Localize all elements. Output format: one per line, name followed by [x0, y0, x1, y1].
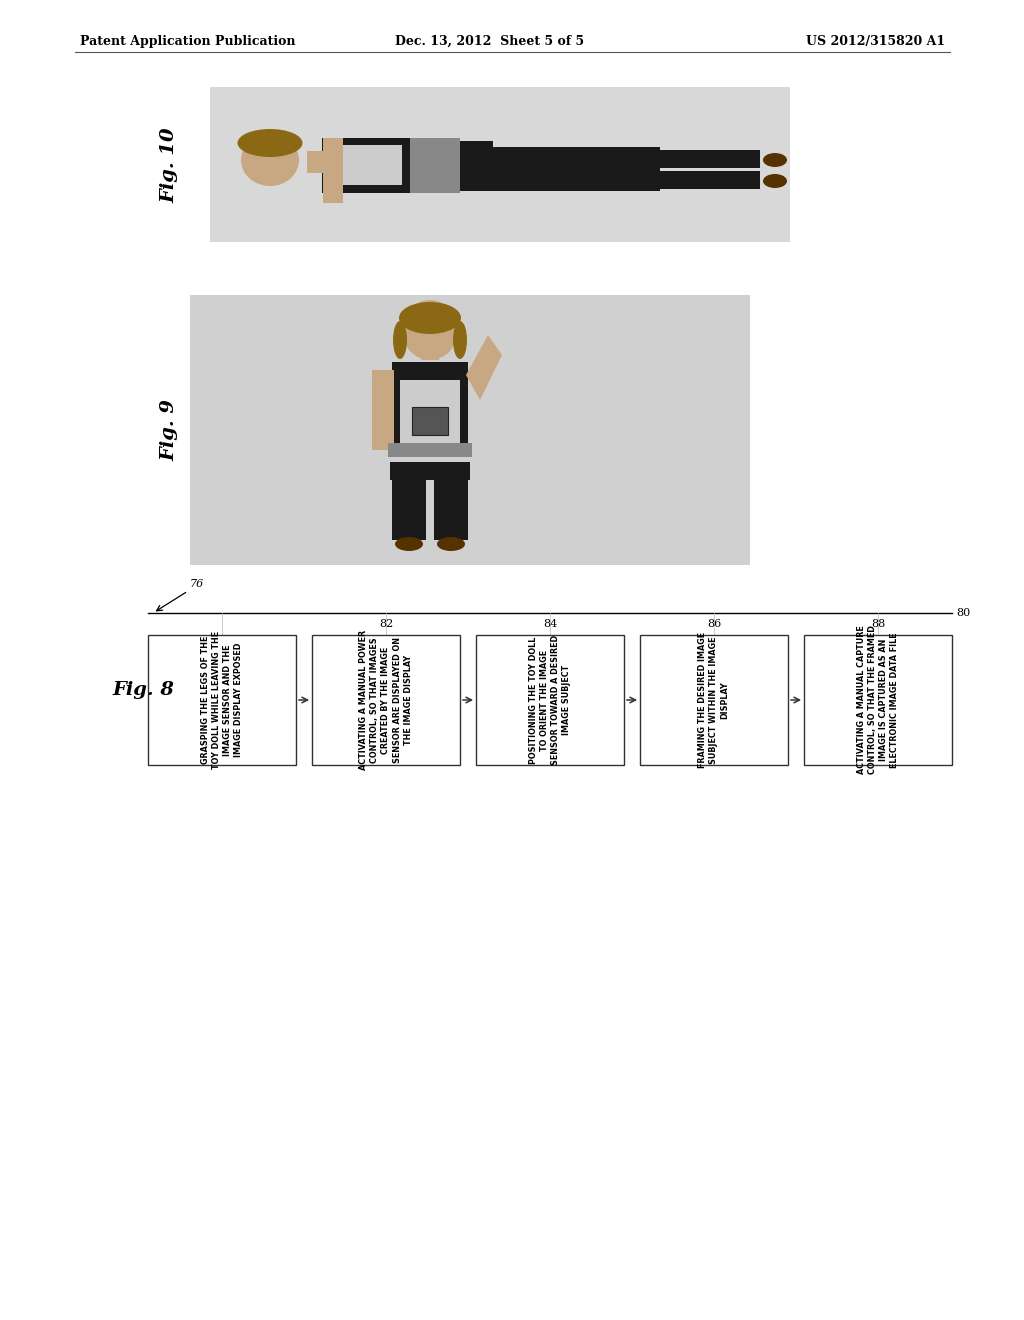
- Text: FRAMING THE DESIRED IMAGE
SUBJECT WITHIN THE IMAGE
DISPLAY: FRAMING THE DESIRED IMAGE SUBJECT WITHIN…: [698, 632, 729, 768]
- Ellipse shape: [763, 174, 787, 187]
- Bar: [392, 362, 468, 455]
- Text: Fig. 10: Fig. 10: [160, 127, 178, 203]
- Bar: [392, 467, 426, 540]
- Bar: [660, 150, 760, 168]
- Bar: [490, 169, 660, 191]
- Text: 82: 82: [379, 619, 393, 630]
- Bar: [660, 172, 760, 189]
- Bar: [410, 139, 460, 193]
- Text: 84: 84: [543, 619, 557, 630]
- Bar: [312, 635, 460, 766]
- Text: 86: 86: [707, 619, 721, 630]
- Bar: [190, 294, 750, 565]
- Text: ACTIVATING A MANUAL POWER
CONTROL, SO THAT IMAGES
CREATED BY THE IMAGE
SENSOR AR: ACTIVATING A MANUAL POWER CONTROL, SO TH…: [359, 630, 413, 770]
- Text: ACTIVATING A MANUAL CAPTURE
CONTROL, SO THAT THE FRAMED
IMAGE IS CAPTURED AS AN
: ACTIVATING A MANUAL CAPTURE CONTROL, SO …: [857, 626, 899, 775]
- Ellipse shape: [763, 153, 787, 168]
- Bar: [323, 139, 343, 203]
- Bar: [390, 462, 470, 480]
- Bar: [148, 635, 296, 766]
- Text: GRASPING THE LEGS OF THE
TOY DOLL WHILE LEAVING THE
IMAGE SENSOR AND THE
IMAGE D: GRASPING THE LEGS OF THE TOY DOLL WHILE …: [201, 631, 243, 770]
- Bar: [400, 380, 460, 445]
- Text: Patent Application Publication: Patent Application Publication: [80, 36, 296, 48]
- Bar: [388, 444, 472, 457]
- Text: POSITIONING THE TOY DOLL
TO ORIENT THE IMAGE
SENSOR TOWARD A DESIRED
IMAGE SUBJE: POSITIONING THE TOY DOLL TO ORIENT THE I…: [528, 635, 571, 766]
- Bar: [307, 150, 325, 173]
- Bar: [322, 139, 412, 193]
- Bar: [421, 338, 439, 360]
- Bar: [330, 145, 402, 185]
- Text: 88: 88: [870, 619, 885, 630]
- Text: 76: 76: [190, 579, 204, 589]
- Bar: [372, 370, 394, 450]
- Ellipse shape: [453, 321, 467, 359]
- Text: Fig. 9: Fig. 9: [160, 399, 178, 461]
- Ellipse shape: [393, 321, 407, 359]
- Text: 80: 80: [956, 609, 971, 618]
- Bar: [804, 635, 952, 766]
- Bar: [434, 467, 468, 540]
- Bar: [490, 147, 660, 169]
- Text: Fig. 8: Fig. 8: [112, 681, 174, 700]
- Bar: [210, 87, 790, 242]
- Ellipse shape: [437, 537, 465, 550]
- Text: US 2012/315820 A1: US 2012/315820 A1: [806, 36, 945, 48]
- Polygon shape: [466, 335, 502, 400]
- Bar: [476, 635, 624, 766]
- Bar: [640, 635, 788, 766]
- Bar: [458, 141, 493, 191]
- Ellipse shape: [241, 135, 299, 186]
- Text: Dec. 13, 2012  Sheet 5 of 5: Dec. 13, 2012 Sheet 5 of 5: [395, 36, 585, 48]
- Ellipse shape: [238, 129, 302, 157]
- Ellipse shape: [395, 537, 423, 550]
- Ellipse shape: [399, 302, 461, 334]
- Bar: [412, 407, 449, 436]
- Ellipse shape: [402, 300, 458, 360]
